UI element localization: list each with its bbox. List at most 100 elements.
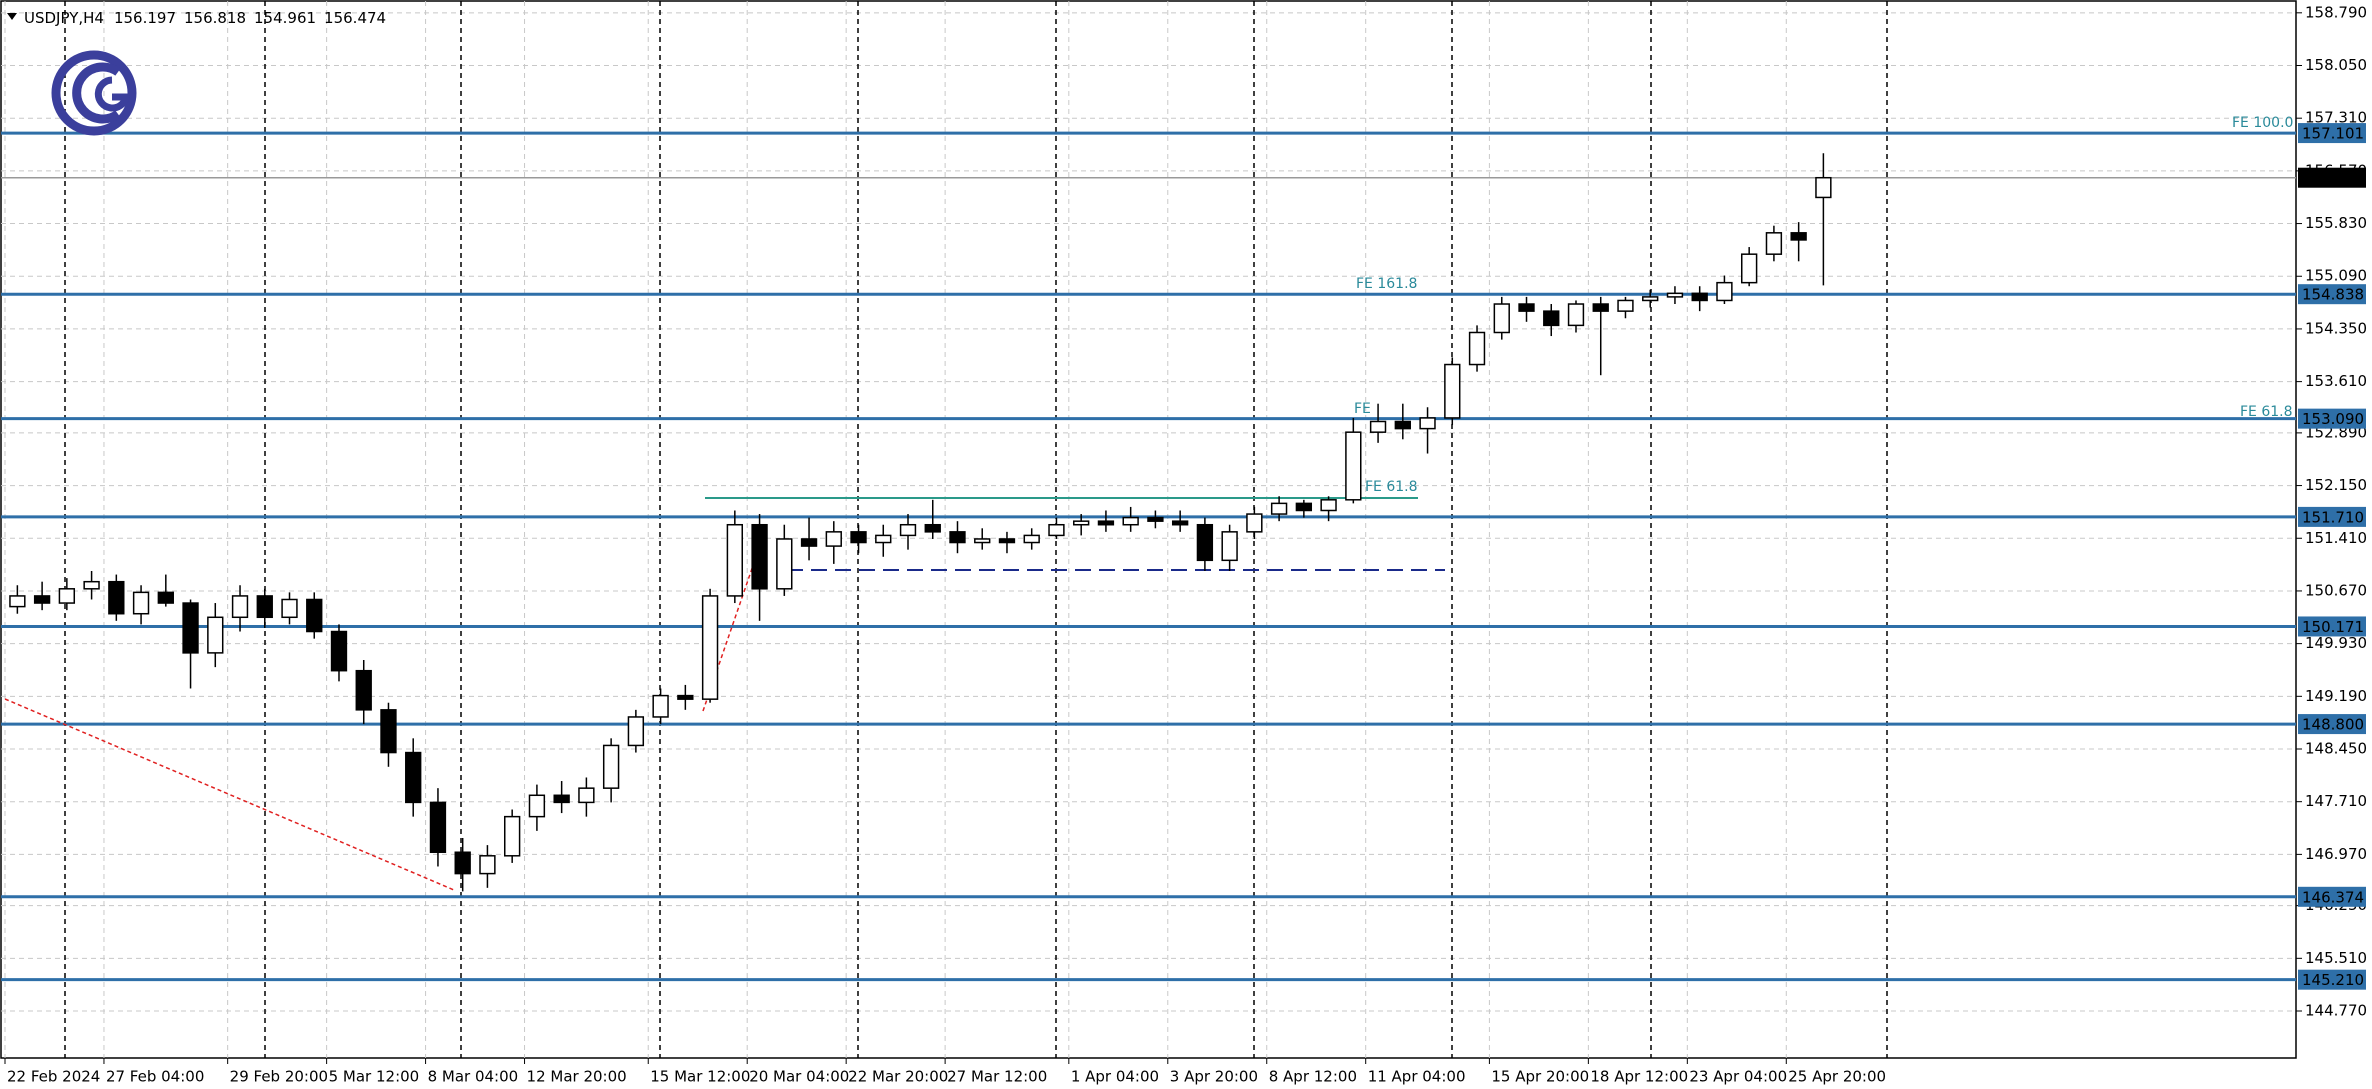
level-box <box>2298 886 2366 907</box>
candles <box>9 153 1832 892</box>
fib-label: FE 61.8 <box>1365 479 1418 495</box>
candle-body <box>1765 232 1783 255</box>
level-box <box>2298 714 2366 735</box>
candle-body <box>330 630 348 672</box>
candle-body <box>1468 331 1486 366</box>
level-label: 150.171 <box>2302 618 2364 636</box>
candle-body <box>1666 292 1684 298</box>
candle-body <box>1567 303 1585 327</box>
candle-body <box>1320 499 1337 512</box>
level-box <box>2298 284 2366 305</box>
candle-body <box>1815 176 1832 199</box>
candle-body <box>1493 303 1510 334</box>
levels <box>1 131 2296 982</box>
candle-body <box>949 531 966 544</box>
candle-body <box>899 523 917 537</box>
candle-body <box>182 602 199 654</box>
level-label: 151.710 <box>2302 508 2364 526</box>
level-box <box>2298 969 2366 990</box>
level-box <box>2298 616 2366 637</box>
candle-body <box>1270 502 1288 515</box>
x-tick-label: 22 Feb 2024 <box>7 1068 100 1086</box>
candle-body <box>578 787 595 804</box>
candle-body <box>1369 420 1387 433</box>
symbol-menu[interactable] <box>7 13 17 20</box>
low: 154.961 <box>254 9 316 27</box>
candle-body <box>1023 534 1040 544</box>
candle-body <box>1419 417 1436 430</box>
y-tick-label: 147.710 <box>2305 792 2367 810</box>
candle-body <box>974 538 991 544</box>
candle-body <box>231 595 249 619</box>
candle-body <box>380 709 397 754</box>
x-tick-label: 23 Apr 04:00 <box>1689 1068 1787 1086</box>
x-tick-label: 15 Mar 12:00 <box>650 1068 750 1086</box>
candle-body <box>998 538 1016 544</box>
x-tick-label: 1 Apr 04:00 <box>1071 1068 1159 1086</box>
y-tick-label: 150.670 <box>2305 581 2367 599</box>
candle-body <box>1691 292 1708 302</box>
y-tick-label: 158.050 <box>2305 56 2367 74</box>
candle-body <box>924 523 941 533</box>
y-tick-label: 153.610 <box>2305 372 2367 390</box>
candle-body <box>602 744 620 789</box>
x-tick-label: 8 Mar 04:00 <box>428 1068 519 1086</box>
candle-body <box>429 801 447 853</box>
level-label: 157.101 <box>2302 125 2364 143</box>
candle-body <box>1642 296 1659 302</box>
logo-ring <box>51 50 137 136</box>
x-tick-label: 18 Apr 12:00 <box>1590 1068 1688 1086</box>
candle-body <box>132 591 150 615</box>
close: 156.474 <box>324 9 386 27</box>
candle-body <box>503 815 521 857</box>
candle-body <box>1196 523 1214 562</box>
fib-label: FE <box>1354 401 1371 417</box>
candle-body <box>627 716 645 747</box>
candle-body <box>1518 303 1535 312</box>
x-tick-label: 12 Mar 20:00 <box>527 1068 627 1086</box>
candle-body <box>776 538 793 590</box>
x-tick-label: 22 Mar 20:00 <box>848 1068 948 1086</box>
candle-body <box>454 851 471 875</box>
candle-body <box>256 595 273 619</box>
x-tick-label: 15 Apr 20:00 <box>1491 1068 1589 1086</box>
fib-label: FE 100.0 <box>2232 115 2293 131</box>
candle-body <box>1444 363 1461 419</box>
candle-body <box>207 616 224 654</box>
header: USDJPY,H4 156.197 156.818 154.961 156.474 <box>24 9 386 27</box>
candle-body <box>1097 520 1115 526</box>
logo-g <box>94 76 131 112</box>
candle-body <box>1716 281 1733 302</box>
y-tick-label: 155.830 <box>2305 214 2367 232</box>
candle-body <box>1345 431 1362 501</box>
level-label: 148.800 <box>2302 716 2364 734</box>
open: 156.197 <box>114 9 176 27</box>
candle-body <box>825 531 842 547</box>
candle-body <box>33 595 51 604</box>
x-tick-label: 25 Apr 20:00 <box>1788 1068 1886 1086</box>
y-tick-label: 148.450 <box>2305 740 2367 758</box>
candle-body <box>479 855 496 875</box>
y-tick-label: 151.410 <box>2305 529 2367 547</box>
candle-body <box>157 591 174 604</box>
x-tick-label: 11 Apr 04:00 <box>1368 1068 1466 1086</box>
y-tick-label: 149.190 <box>2305 687 2367 705</box>
price-label: 156.474 <box>2302 169 2364 187</box>
fib-label: FE 61.8 <box>2240 404 2293 420</box>
candle-body <box>1048 523 1065 537</box>
candle-body <box>652 694 669 718</box>
x-tick-label: 27 Feb 04:00 <box>106 1068 204 1086</box>
y-tick-label: 145.510 <box>2305 949 2367 967</box>
candle-body <box>405 751 422 804</box>
x-tick-label: 29 Feb 20:00 <box>230 1068 328 1086</box>
symbol: USDJPY,H4 <box>24 9 104 27</box>
candle-body <box>1790 232 1807 241</box>
level-label: 145.210 <box>2302 971 2364 989</box>
x-tick-label: 3 Apr 20:00 <box>1170 1068 1258 1086</box>
y-tick-label: 152.150 <box>2305 476 2367 494</box>
candle-body <box>58 588 76 604</box>
y-tick-label: 158.790 <box>2305 3 2367 21</box>
candle-body <box>875 534 892 544</box>
